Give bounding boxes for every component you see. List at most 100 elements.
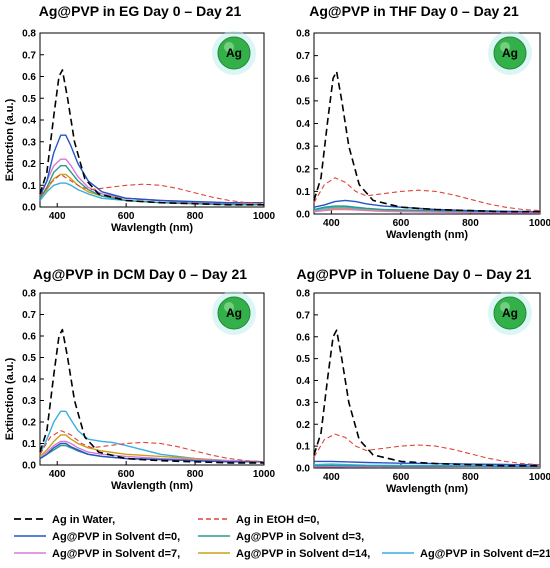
x-tick-label: 400 xyxy=(323,472,340,483)
x-axis-label: Wavlength (nm) xyxy=(386,483,468,495)
legend-label: Ag@PVP in Solvent d=0, xyxy=(52,531,180,543)
y-tick-label: 0.0 xyxy=(22,461,36,472)
x-axis-label: Wavlength (nm) xyxy=(111,222,193,234)
legend-label: Ag@PVP in Solvent d=14, xyxy=(236,548,370,560)
x-tick-label: 1000 xyxy=(529,218,550,229)
y-tick-label: 0.2 xyxy=(296,164,310,175)
x-axis-label: Wavlength (nm) xyxy=(386,229,468,241)
y-tick-label: 0.2 xyxy=(22,418,36,429)
ag-badge-label: Ag xyxy=(226,306,242,320)
series-line-d0 xyxy=(314,460,541,466)
x-tick-label: 800 xyxy=(187,469,204,480)
y-tick-label: 0.7 xyxy=(296,51,310,62)
legend-item-d21: Ag@PVP in Solvent d=21 xyxy=(382,548,550,560)
sphere-highlight xyxy=(224,302,234,312)
y-tick-label: 0.4 xyxy=(296,376,310,387)
legend-item-d7: Ag@PVP in Solvent d=7, xyxy=(14,548,180,560)
series-line-d0 xyxy=(313,199,541,213)
x-tick-label: 1000 xyxy=(253,469,276,480)
x-tick-label: 800 xyxy=(462,218,479,229)
series-line-etoh xyxy=(313,433,541,466)
series-line-d0 xyxy=(39,442,264,463)
y-tick-label: 0.0 xyxy=(296,210,310,221)
y-tick-label: 0.4 xyxy=(22,375,36,386)
y-tick-label: 0.8 xyxy=(22,289,36,300)
legend-label: Ag@PVP in Solvent d=3, xyxy=(236,531,364,543)
y-tick-label: 0.4 xyxy=(296,119,310,130)
y-tick-label: 0.8 xyxy=(296,289,310,300)
legend-label: Ag in Water, xyxy=(52,514,115,526)
y-tick-label: 0.6 xyxy=(296,332,310,343)
y-tick-label: 0.8 xyxy=(296,29,310,40)
legend-item-d0: Ag@PVP in Solvent d=0, xyxy=(14,531,180,543)
y-tick-label: 0.1 xyxy=(296,187,310,198)
y-axis-label: Extinction (a.u.) xyxy=(4,357,16,440)
y-tick-label: 0.5 xyxy=(22,353,36,364)
sphere-highlight xyxy=(224,42,234,52)
legend-item-water: Ag in Water, xyxy=(14,514,115,526)
y-tick-label: 0.7 xyxy=(22,50,36,61)
series-line-d21 xyxy=(39,410,265,463)
legend-label: Ag@PVP in Solvent d=21 xyxy=(420,548,550,560)
y-tick-label: 0.3 xyxy=(296,142,310,153)
x-tick-label: 800 xyxy=(462,472,479,483)
series-line-d3 xyxy=(39,165,265,206)
x-tick-label: 600 xyxy=(393,472,410,483)
y-tick-label: 0.5 xyxy=(296,96,310,107)
y-tick-label: 0.3 xyxy=(22,137,36,148)
y-tick-label: 0.5 xyxy=(296,354,310,365)
legend-item-d3: Ag@PVP in Solvent d=3, xyxy=(198,531,364,543)
legend-item-etoh: Ag in EtOH d=0, xyxy=(198,514,319,526)
series-line-d7 xyxy=(39,440,265,463)
x-tick-label: 400 xyxy=(49,211,66,222)
y-tick-label: 0.1 xyxy=(296,442,310,453)
x-tick-label: 600 xyxy=(118,211,135,222)
series-line-water xyxy=(313,70,540,213)
series-line-water xyxy=(39,69,264,206)
chart-panel-2: Ag@PVP in THF Day 0 – Day 21 0.0 0.1 0.2 0.3… xyxy=(296,3,550,241)
series-line-d21 xyxy=(313,463,541,467)
y-tick-label: 0.7 xyxy=(22,310,36,321)
x-tick-label: 400 xyxy=(323,218,340,229)
chart-title: Ag@PVP in THF Day 0 – Day 21 xyxy=(309,3,519,19)
chart-panel-3: Ag@PVP in DCM Day 0 – Day 21 0.0 0.1 0.2 0.3… xyxy=(4,266,276,492)
x-axis-label: Wavlength (nm) xyxy=(111,480,193,492)
legend-label: Ag in EtOH d=0, xyxy=(236,514,319,526)
y-tick-label: 0.4 xyxy=(22,116,36,127)
x-tick-label: 600 xyxy=(118,469,135,480)
series-line-etoh xyxy=(313,177,541,212)
ag-badge-label: Ag xyxy=(226,46,242,60)
y-tick-label: 0.2 xyxy=(22,159,36,170)
ag-badge-label: Ag xyxy=(502,306,518,320)
series-line-etoh xyxy=(39,173,265,205)
sphere-highlight xyxy=(500,302,510,312)
chart-title: Ag@PVP in Toluene Day 0 – Day 21 xyxy=(297,266,532,282)
y-tick-label: 0.6 xyxy=(22,72,36,83)
y-axis-label: Extinction (a.u.) xyxy=(4,98,16,181)
y-tick-label: 0.6 xyxy=(22,332,36,343)
x-tick-label: 800 xyxy=(187,211,204,222)
series-line-d7 xyxy=(313,208,540,214)
y-tick-label: 0.8 xyxy=(22,29,36,40)
series-line-etoh xyxy=(39,430,265,463)
y-tick-label: 0.3 xyxy=(296,398,310,409)
chart-title: Ag@PVP in DCM Day 0 – Day 21 xyxy=(33,266,247,282)
series-line-d3 xyxy=(313,464,540,468)
series-line-d0 xyxy=(39,134,264,204)
sphere-highlight xyxy=(500,42,510,52)
chart-panel-4: Ag@PVP in Toluene Day 0 – Day 21 0.0 0.1 0.… xyxy=(296,266,550,495)
series-line-water xyxy=(313,329,540,467)
x-tick-label: 1000 xyxy=(253,211,276,222)
legend: Ag in Water, Ag in EtOH d=0, Ag@PVP in Sol… xyxy=(14,514,550,560)
y-tick-label: 0.0 xyxy=(22,203,36,214)
x-tick-label: 600 xyxy=(393,218,410,229)
chart-panel-1: Ag@PVP in EG Day 0 – Day 21 0.0 0.1 0.2 0.3 0… xyxy=(4,3,276,234)
ag-badge-label: Ag xyxy=(502,46,518,60)
y-tick-label: 0.7 xyxy=(296,310,310,321)
y-tick-label: 0.3 xyxy=(22,396,36,407)
x-tick-label: 400 xyxy=(49,469,66,480)
x-tick-label: 1000 xyxy=(529,472,550,483)
y-tick-label: 0.0 xyxy=(296,464,310,475)
y-tick-label: 0.6 xyxy=(296,74,310,85)
